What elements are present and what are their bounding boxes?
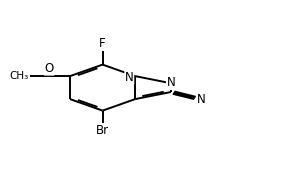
- Text: Br: Br: [96, 124, 109, 137]
- Text: N: N: [197, 93, 206, 106]
- Text: F: F: [99, 37, 106, 50]
- Text: N: N: [125, 71, 134, 84]
- Text: N: N: [125, 71, 134, 84]
- Text: N: N: [166, 76, 175, 89]
- Text: N: N: [166, 76, 175, 89]
- Text: O: O: [45, 62, 54, 75]
- Text: CH₃: CH₃: [10, 71, 29, 81]
